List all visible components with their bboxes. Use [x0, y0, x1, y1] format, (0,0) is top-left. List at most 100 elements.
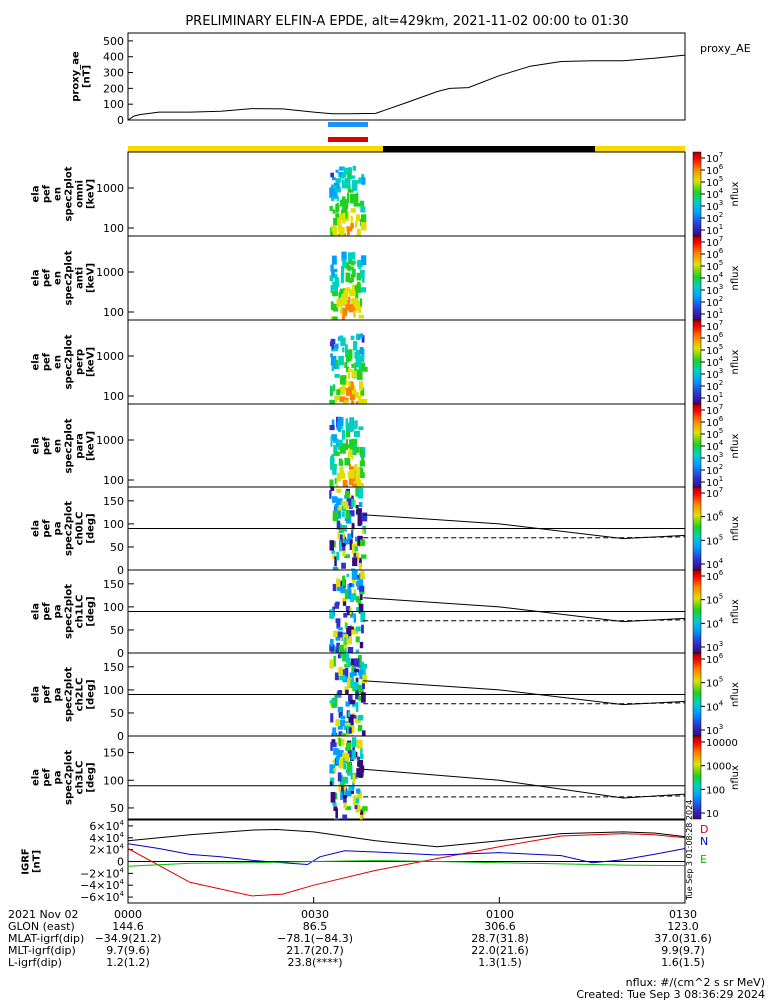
flux-cell	[357, 488, 363, 499]
y-axis-label-line: [nT]	[32, 850, 43, 873]
flux-cell	[349, 389, 352, 400]
igrf-series-e	[127, 860, 686, 867]
footer-row-value: 1.3(1.5)	[478, 956, 522, 969]
flux-cell	[331, 739, 336, 743]
flux-cell	[329, 187, 333, 198]
flux-cell	[340, 587, 345, 594]
colorbar-tick-label: 106	[706, 652, 724, 666]
flux-cell	[336, 298, 342, 308]
colorbar-tick-exponent: 1	[719, 391, 723, 399]
y-axis-label-line: ch1LC	[75, 595, 86, 629]
flux-cell	[360, 255, 367, 266]
flux-cell	[354, 285, 358, 289]
flux-cell	[359, 446, 362, 455]
flux-cell	[337, 725, 343, 730]
flux-cell	[351, 284, 356, 291]
colorbar-tick-exponent: 1	[719, 223, 723, 231]
flux-cell	[346, 573, 349, 577]
flux-cell	[355, 596, 360, 603]
footer-row-value: 0030	[301, 908, 329, 921]
flux-cell	[329, 341, 333, 347]
colorbar	[692, 235, 702, 321]
igrf-ytick-exponent: 4	[120, 878, 125, 886]
flux-cell	[344, 178, 351, 189]
flux-cell	[329, 275, 334, 282]
footer-row-label: 2021 Nov 02	[8, 908, 78, 921]
colorbar-label-text: nflux	[730, 599, 741, 624]
ytick-label: 150	[103, 661, 124, 674]
flux-cell	[338, 707, 343, 718]
flux-cell	[350, 266, 354, 270]
flux-cell	[337, 510, 341, 519]
flux-cell	[359, 590, 363, 600]
flux-cell	[331, 255, 337, 265]
flux-cell	[351, 529, 354, 539]
flux-cell	[338, 292, 341, 299]
ytick-label: 0	[117, 647, 124, 660]
flux-cell	[343, 167, 350, 175]
flux-cell	[347, 677, 353, 689]
flux-cell	[345, 344, 348, 356]
flux-cell	[337, 772, 342, 782]
flux-cell	[335, 648, 338, 653]
flux-cell	[355, 300, 361, 311]
flux-cell	[347, 171, 352, 180]
panel-frame	[127, 151, 686, 237]
y-axis-label: ela pef en spec2plot omni [keV]	[31, 166, 97, 221]
y-axis-label-line: [deg]	[86, 513, 97, 543]
flux-cell	[330, 459, 334, 467]
flux-cell	[330, 638, 334, 647]
colorbar-tick-exponent: 7	[719, 319, 723, 327]
ytick-label: 150	[103, 495, 124, 508]
flux-cell	[341, 562, 346, 569]
igrf-ytick-label: −6×104	[80, 890, 124, 904]
flux-cell	[331, 270, 335, 278]
flux-cell	[359, 669, 363, 680]
flux-cell	[337, 217, 340, 222]
flux-cell	[356, 203, 361, 207]
flux-cell	[352, 165, 356, 171]
flux-cell	[335, 601, 340, 606]
colorbar-label: nflux	[730, 265, 741, 290]
flux-cell	[360, 357, 365, 363]
flux-cell	[338, 783, 341, 792]
flux-cell	[346, 226, 353, 232]
flux-cell	[348, 167, 352, 174]
flux-cell	[333, 445, 338, 454]
flux-cell	[361, 335, 365, 343]
ae-ytick-label: 500	[103, 35, 124, 48]
flux-cell	[361, 529, 365, 534]
colorbar-tick-label: 1000	[706, 762, 731, 773]
flux-cell	[339, 387, 345, 394]
flux-cell	[335, 205, 340, 212]
colorbar-label: nflux	[730, 682, 741, 707]
flux-cell	[338, 653, 342, 659]
flux-cell	[358, 468, 364, 478]
flux-cell	[345, 418, 348, 428]
flux-cell	[335, 359, 339, 366]
colorbar-tick-exponent: 5	[719, 175, 723, 183]
flux-cell	[337, 749, 340, 760]
flux-cell	[329, 387, 333, 397]
flux-cell	[355, 636, 360, 643]
flux-cell	[329, 490, 332, 499]
flux-cell	[336, 472, 341, 482]
flux-cell	[340, 226, 345, 237]
igrf-side-text: Tue Sep 3 01:08:28 2024	[685, 800, 694, 901]
flux-cell	[340, 715, 346, 720]
flux-cell	[347, 750, 354, 758]
flux-cell	[343, 645, 347, 649]
y-axis-label-line: pef	[42, 768, 53, 787]
y-axis-label: ela pef pa spec2plot ch2LC [deg]	[31, 667, 97, 722]
footer-row-value: 306.6	[484, 920, 516, 933]
igrf-side-text-label: Tue Sep 3 01:08:28 2024	[685, 800, 694, 901]
flux-cell	[358, 695, 363, 701]
flux-cell	[350, 208, 356, 213]
flux-cell	[343, 538, 348, 543]
flux-cell	[340, 445, 346, 454]
footer-row-value: 0130	[669, 908, 697, 921]
flux-cell	[342, 307, 347, 317]
colorbar-tick-label: 10	[706, 809, 719, 820]
colorbar-tick-exponent: 7	[719, 486, 723, 494]
